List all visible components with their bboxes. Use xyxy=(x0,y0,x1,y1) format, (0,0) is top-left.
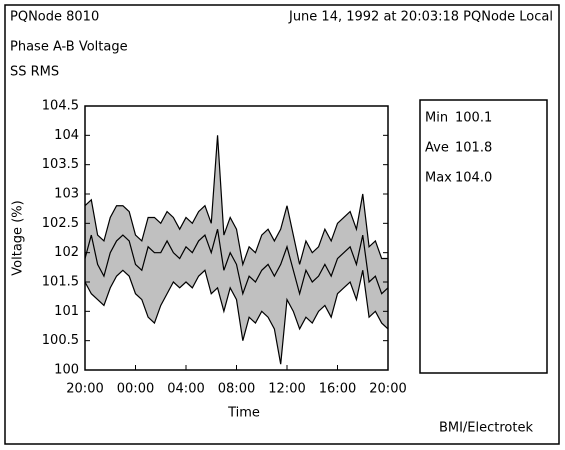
stat-value: 100.1 xyxy=(455,111,492,126)
footer: BMI/Electrotek xyxy=(439,421,534,436)
stat-label: Ave xyxy=(425,141,449,156)
stat-label: Min xyxy=(425,111,448,126)
chart-title: Phase A-B Voltage xyxy=(10,40,128,55)
y-tick-label: 100 xyxy=(54,363,79,378)
x-axis-label: Time xyxy=(227,406,260,421)
x-tick-label: 16:00 xyxy=(319,382,356,397)
x-tick-label: 00:00 xyxy=(117,382,154,397)
stat-value: 104.0 xyxy=(455,171,492,186)
y-tick-label: 104 xyxy=(54,128,79,143)
x-tick-label: 12:00 xyxy=(268,382,305,397)
series-line xyxy=(84,229,389,297)
y-tick-label: 102.5 xyxy=(42,216,79,231)
y-axis-label: Voltage (%) xyxy=(11,200,26,275)
stat-value: 101.8 xyxy=(455,141,492,156)
y-tick-label: 101.5 xyxy=(42,275,79,290)
x-tick-label: 08:00 xyxy=(218,382,255,397)
stat-label: Max xyxy=(425,171,452,186)
y-tick-label: 103.5 xyxy=(42,157,79,172)
x-tick-label: 04:00 xyxy=(167,382,204,397)
header-right: June 14, 1992 at 20:03:18 PQNode Local xyxy=(288,10,553,25)
header-left: PQNode 8010 xyxy=(10,10,99,25)
frame xyxy=(4,4,560,445)
x-tick-label: 20:00 xyxy=(66,382,103,397)
series-line xyxy=(84,269,389,365)
y-tick-label: 103 xyxy=(54,187,79,202)
y-tick-label: 101 xyxy=(54,304,79,319)
chart-subtitle: SS RMS xyxy=(10,65,59,80)
y-tick-label: 100.5 xyxy=(42,333,79,348)
y-tick-label: 102 xyxy=(54,245,79,260)
series-line xyxy=(84,135,388,267)
band-fill xyxy=(85,135,388,365)
y-tick-label: 104.5 xyxy=(42,99,79,114)
x-tick-label: 20:00 xyxy=(369,382,406,397)
stats-box xyxy=(419,99,548,374)
